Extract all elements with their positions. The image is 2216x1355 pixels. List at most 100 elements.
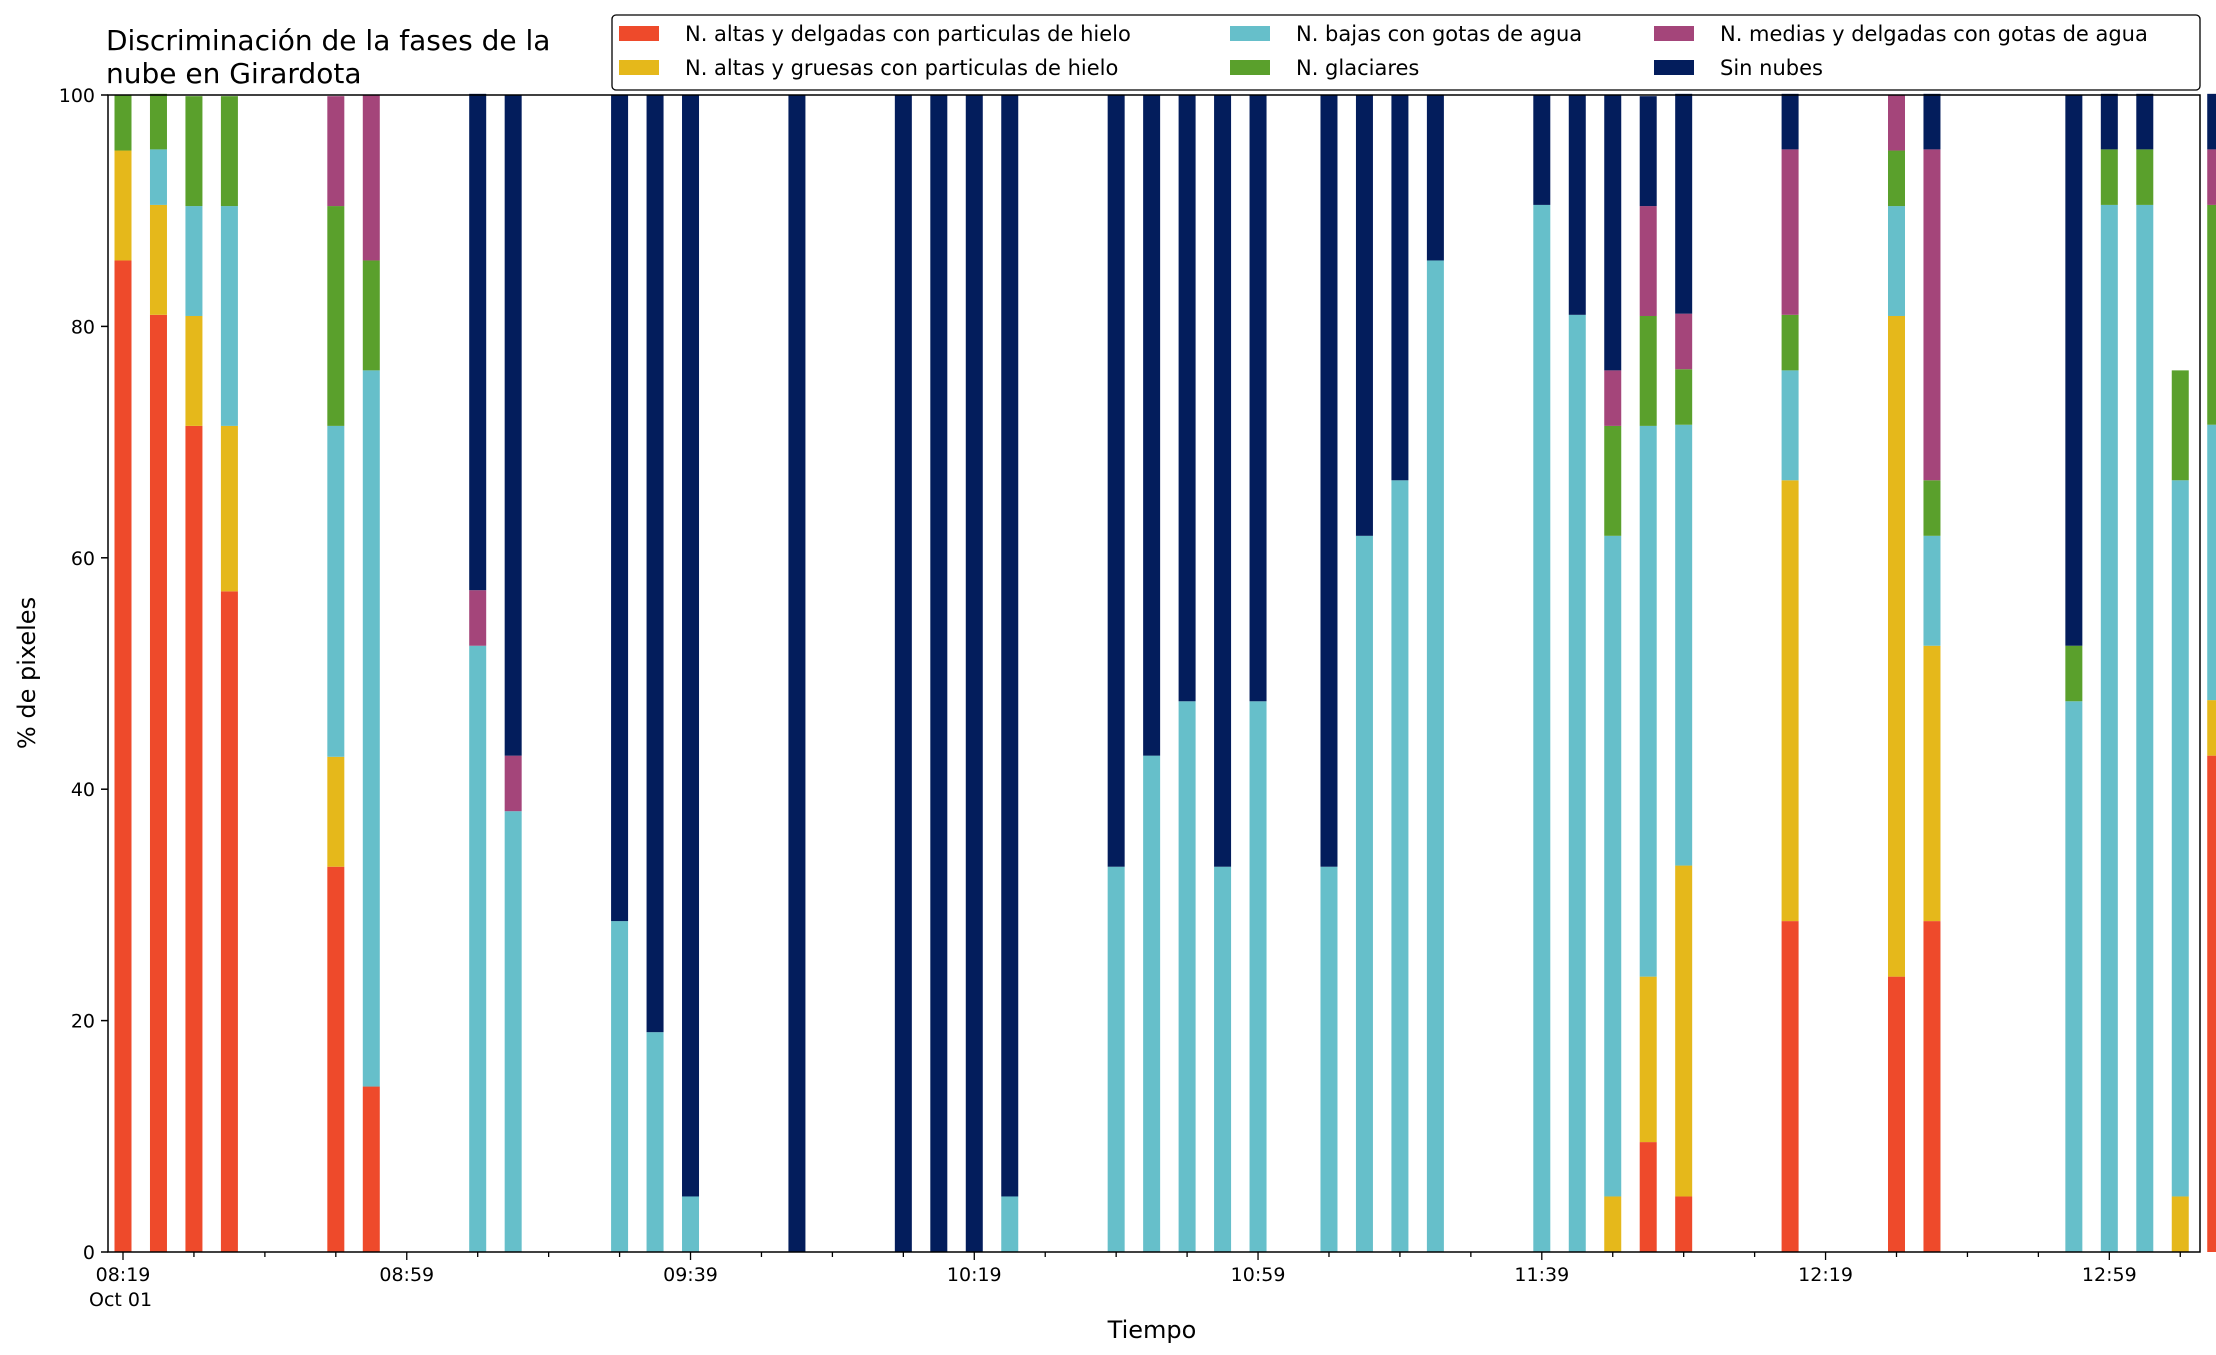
bar-segment-3-series-3 bbox=[220, 96, 238, 207]
bar-segment-11-series-2 bbox=[504, 811, 522, 1252]
bar-segment-50-series-3 bbox=[1888, 150, 1905, 207]
bar-segment-1-series-3 bbox=[149, 93, 167, 150]
legend-swatch-4 bbox=[1654, 26, 1694, 41]
bar-segment-14-series-2 bbox=[611, 921, 629, 1252]
bar-segment-55-series-3 bbox=[2065, 645, 2083, 702]
bar-segment-14-series-5 bbox=[611, 95, 629, 922]
y-axis: 0 20 40 60 80 100 bbox=[59, 85, 108, 1264]
bar-segment-41-series-5 bbox=[1568, 95, 1586, 315]
bar-segment-42-series-5 bbox=[1604, 95, 1622, 371]
bar-segment-59-series-1 bbox=[2207, 700, 2216, 756]
bar-segment-29-series-2 bbox=[1143, 755, 1161, 1252]
bar-segment-6-series-1 bbox=[327, 756, 345, 867]
legend-label-2: N. bajas con gotas de agua bbox=[1296, 22, 1582, 46]
bar-segment-55-series-5 bbox=[2065, 95, 2083, 646]
bar-segment-47-series-0 bbox=[1781, 921, 1799, 1252]
bar-segment-36-series-5 bbox=[1391, 95, 1409, 481]
bar-segment-11-series-4 bbox=[504, 755, 522, 812]
bar-segment-59-series-2 bbox=[2207, 424, 2216, 701]
bar-segment-44-series-4 bbox=[1675, 313, 1693, 370]
bar-segment-43-series-3 bbox=[1639, 315, 1657, 426]
bar-segment-40-series-2 bbox=[1533, 204, 1551, 1252]
bar-segment-3-series-1 bbox=[220, 425, 238, 592]
bar-segment-32-series-5 bbox=[1249, 95, 1267, 702]
y-tick-label: 60 bbox=[71, 548, 95, 570]
bar-segment-51-series-4 bbox=[1923, 149, 1941, 481]
bar-segment-1-series-1 bbox=[149, 204, 167, 315]
bar-segment-51-series-5 bbox=[1923, 93, 1941, 150]
bar-segment-31-series-2 bbox=[1214, 866, 1232, 1252]
bar-segment-1-series-2 bbox=[149, 149, 167, 205]
x-tick-label: 09:39 bbox=[663, 1264, 718, 1286]
bar-segment-30-series-2 bbox=[1178, 701, 1196, 1252]
bar-segment-6-series-2 bbox=[327, 425, 345, 757]
bar-segment-44-series-2 bbox=[1675, 424, 1693, 866]
bar-segment-44-series-5 bbox=[1675, 93, 1693, 314]
bar-segment-44-series-0 bbox=[1675, 1196, 1693, 1252]
bar-segment-50-series-1 bbox=[1888, 315, 1905, 977]
y-tick-label: 20 bbox=[71, 1011, 95, 1033]
bar-segment-1-series-0 bbox=[149, 314, 167, 1253]
bar-segment-28-series-5 bbox=[1107, 95, 1125, 867]
bar-segment-25-series-2 bbox=[1001, 1196, 1019, 1252]
bar-segment-42-series-1 bbox=[1604, 1196, 1622, 1252]
bar-segment-40-series-5 bbox=[1533, 95, 1551, 205]
bar-segment-51-series-0 bbox=[1923, 921, 1941, 1252]
bar-segment-6-series-4 bbox=[327, 96, 345, 207]
x-tick-label: 08:59 bbox=[379, 1264, 434, 1286]
bar-segment-19-series-5 bbox=[788, 95, 806, 1252]
x-tick-label: 08:19 bbox=[96, 1264, 151, 1286]
bar-segment-2-series-2 bbox=[185, 206, 203, 316]
bar-segment-7-series-2 bbox=[362, 370, 380, 1087]
bar-segment-10-series-4 bbox=[469, 590, 487, 646]
bar-segment-10-series-2 bbox=[469, 645, 487, 1252]
bar-segment-15-series-2 bbox=[646, 1032, 664, 1252]
bar-segment-7-series-0 bbox=[362, 1086, 380, 1252]
bar-segment-59-series-0 bbox=[2207, 755, 2216, 1252]
x-tick-label: 10:59 bbox=[1231, 1264, 1286, 1286]
x-tick-label: 12:59 bbox=[2082, 1264, 2137, 1286]
bar-segment-3-series-2 bbox=[220, 206, 238, 426]
bar-segment-2-series-3 bbox=[185, 96, 203, 207]
chart-title-line-1: Discriminación de la fases de la bbox=[106, 24, 550, 57]
legend-swatch-3 bbox=[1230, 60, 1270, 75]
y-axis-label: % de pixeles bbox=[13, 597, 41, 749]
legend-swatch-0 bbox=[619, 26, 659, 41]
bar-segment-34-series-5 bbox=[1320, 95, 1338, 867]
legend-label-5: Sin nubes bbox=[1720, 56, 1823, 80]
bar-segment-51-series-3 bbox=[1923, 480, 1941, 536]
bar-segment-59-series-5 bbox=[2207, 93, 2216, 150]
y-tick-label: 40 bbox=[71, 779, 95, 801]
bar-segment-34-series-2 bbox=[1320, 866, 1338, 1252]
bar-segment-10-series-5 bbox=[469, 93, 487, 591]
legend: N. altas y delgadas con particulas de hi… bbox=[611, 14, 2201, 91]
bar-segment-29-series-5 bbox=[1143, 95, 1161, 756]
bar-segment-47-series-1 bbox=[1781, 480, 1799, 922]
bar-segment-43-series-5 bbox=[1639, 96, 1657, 207]
bar-segment-16-series-5 bbox=[682, 95, 700, 1197]
bar-segment-57-series-5 bbox=[2136, 93, 2154, 150]
bar-segment-35-series-2 bbox=[1355, 535, 1373, 1252]
legend-swatch-5 bbox=[1654, 60, 1694, 75]
x-tick-label: 12:19 bbox=[1798, 1264, 1853, 1286]
bar-segment-50-series-2 bbox=[1888, 206, 1905, 316]
bar-segment-0-series-3 bbox=[114, 95, 132, 151]
bar-segment-43-series-2 bbox=[1639, 425, 1657, 977]
bar-segment-37-series-5 bbox=[1426, 95, 1444, 261]
bar-segment-47-series-3 bbox=[1781, 314, 1799, 371]
bar-segment-50-series-0 bbox=[1888, 976, 1905, 1252]
chart-title-line-2: nube en Girardota bbox=[106, 57, 361, 90]
x-axis: 08:19 08:59 09:39 10:19 10:59 11:39 12:19 12:59… bbox=[89, 1252, 2181, 1311]
bar-segment-25-series-5 bbox=[1001, 95, 1019, 1197]
bar-segment-56-series-2 bbox=[2100, 204, 2118, 1252]
bar-segment-30-series-5 bbox=[1178, 95, 1196, 702]
bar-segment-0-series-1 bbox=[114, 150, 132, 261]
legend-swatch-2 bbox=[1230, 26, 1270, 41]
bar-segment-11-series-5 bbox=[504, 95, 522, 756]
bar-segment-7-series-4 bbox=[362, 95, 380, 261]
bar-segment-0-series-0 bbox=[114, 260, 132, 1252]
bar-segment-22-series-5 bbox=[894, 95, 912, 1252]
y-tick-label: 0 bbox=[83, 1242, 95, 1264]
bar-segment-57-series-3 bbox=[2136, 149, 2154, 205]
bar-segment-58-series-1 bbox=[2171, 1196, 2189, 1252]
